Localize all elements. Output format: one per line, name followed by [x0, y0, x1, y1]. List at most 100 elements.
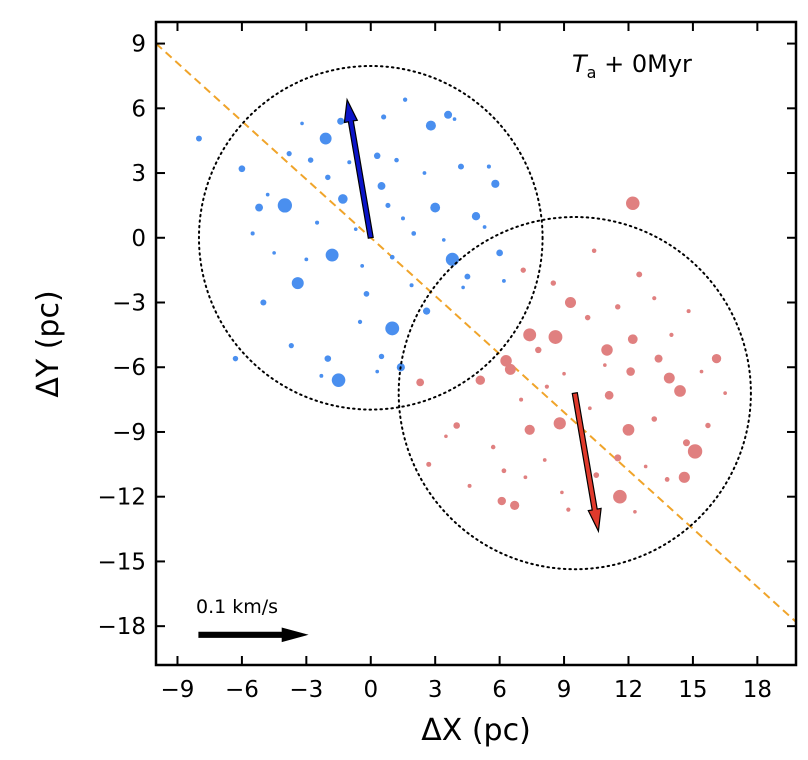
- blue-data-point: [325, 248, 339, 262]
- y-tick-labels: 9 6 3 0 −3 −6 −9 −12 −15 −18: [97, 32, 146, 641]
- blue-data-point: [307, 157, 314, 163]
- blue-cluster-circle: [197, 64, 544, 411]
- blue-data-point: [331, 373, 346, 387]
- red-data-point: [686, 309, 691, 314]
- red-data-point: [544, 384, 549, 389]
- blue-data-point: [300, 121, 304, 126]
- blue-data-point: [389, 254, 395, 260]
- y-tick-label: 9: [131, 32, 146, 58]
- red-data-point: [475, 375, 485, 385]
- blue-data-point: [353, 227, 358, 231]
- x-tick-labels: −9 −6 −3 0 3 6 9 12 15 18: [161, 677, 772, 703]
- blue-data-point: [363, 291, 370, 297]
- y-tick-label: −12: [97, 485, 146, 511]
- red-data-point: [678, 471, 690, 483]
- blue-data-point: [402, 97, 408, 102]
- blue-data-point: [377, 182, 386, 190]
- red-data-point: [519, 397, 524, 402]
- x-tick-label: 9: [557, 677, 572, 703]
- red-data-point: [548, 330, 563, 344]
- blue-data-point: [337, 117, 345, 125]
- blue-data-point: [381, 114, 387, 120]
- blue-data-point: [277, 198, 292, 213]
- red-data-point: [663, 372, 675, 384]
- red-data-point: [453, 422, 460, 429]
- time-annotation: Ta + 0Myr: [572, 50, 692, 82]
- blue-data-point: [491, 179, 500, 188]
- time-annotation-italic: T: [572, 50, 589, 78]
- red-data-point: [651, 416, 658, 422]
- y-tick-label: 0: [131, 226, 146, 252]
- blue-data-point: [378, 353, 385, 360]
- red-data-point: [467, 483, 472, 488]
- blue-data-point: [385, 202, 391, 208]
- red-data-point: [723, 391, 727, 395]
- red-data-point: [633, 510, 637, 514]
- blue-data-point: [394, 157, 399, 163]
- blue-data-point: [255, 203, 263, 212]
- red-data-point: [426, 461, 432, 467]
- blue-data-point: [461, 285, 465, 290]
- y-tick-label: −18: [97, 614, 146, 640]
- red-data-point: [622, 423, 635, 436]
- x-tick-label: 18: [743, 677, 772, 703]
- red-data-point: [593, 472, 600, 478]
- red-data-point: [636, 271, 643, 278]
- blue-data-point: [238, 165, 246, 173]
- y-axis-label: ΔY (pc): [31, 290, 66, 397]
- velocity-arrows: [343, 97, 602, 534]
- red-data-point: [654, 354, 663, 363]
- blue-data-point: [422, 171, 427, 175]
- red-data-point: [542, 458, 547, 462]
- blue-data-point: [288, 343, 294, 349]
- x-tick-label: 6: [492, 677, 507, 703]
- red-data-point: [560, 490, 564, 495]
- blue-data-point: [272, 251, 276, 255]
- red-data-point: [501, 468, 507, 474]
- blue-data-point: [291, 277, 304, 290]
- red-data-point: [504, 363, 516, 375]
- red-data-point: [674, 385, 686, 397]
- red-data-point: [520, 267, 526, 273]
- blue-data-point: [445, 252, 459, 266]
- red-data-point: [587, 406, 592, 411]
- blue-data-point: [471, 212, 481, 221]
- blue-data-point: [464, 273, 471, 280]
- plot-frame: [154, 20, 798, 667]
- scale-arrow-shape: [198, 627, 309, 643]
- blue-data-point: [260, 299, 267, 306]
- red-data-point: [604, 390, 614, 400]
- red-data-point: [627, 334, 638, 345]
- red-data-point: [553, 417, 566, 430]
- blue-data-point: [486, 164, 491, 169]
- red-data-point: [566, 507, 571, 512]
- blue-data-point: [325, 174, 331, 181]
- red-cluster-circle: [397, 216, 752, 571]
- red-data-point: [664, 477, 670, 482]
- blue-data-point: [319, 132, 332, 145]
- blue-data-point: [286, 151, 292, 157]
- red-data-point: [523, 328, 537, 342]
- blue-data-point: [373, 152, 381, 160]
- y-tick-label: −9: [112, 420, 146, 446]
- x-tick-label: 12: [614, 677, 643, 703]
- x-tick-label: −6: [225, 677, 259, 703]
- red-data-point: [615, 304, 621, 310]
- blue-data-point: [496, 249, 503, 257]
- x-tick-label: −9: [161, 677, 195, 703]
- blue-data-point: [338, 194, 348, 204]
- red-data-point: [643, 464, 648, 469]
- red-data-point: [613, 489, 627, 504]
- blue-data-point: [304, 257, 309, 262]
- red-data-point: [564, 296, 577, 309]
- red-data-point: [490, 444, 496, 450]
- red-data-point: [603, 363, 607, 367]
- red-data-point: [497, 496, 506, 506]
- red-data-point: [500, 355, 512, 367]
- red-data-point: [687, 444, 703, 459]
- axis-ticks: [156, 22, 796, 665]
- blue-data-point: [400, 216, 405, 221]
- blue-velocity-arrow: [343, 97, 374, 239]
- red-data-point: [699, 369, 704, 374]
- cluster-circles: [197, 64, 752, 571]
